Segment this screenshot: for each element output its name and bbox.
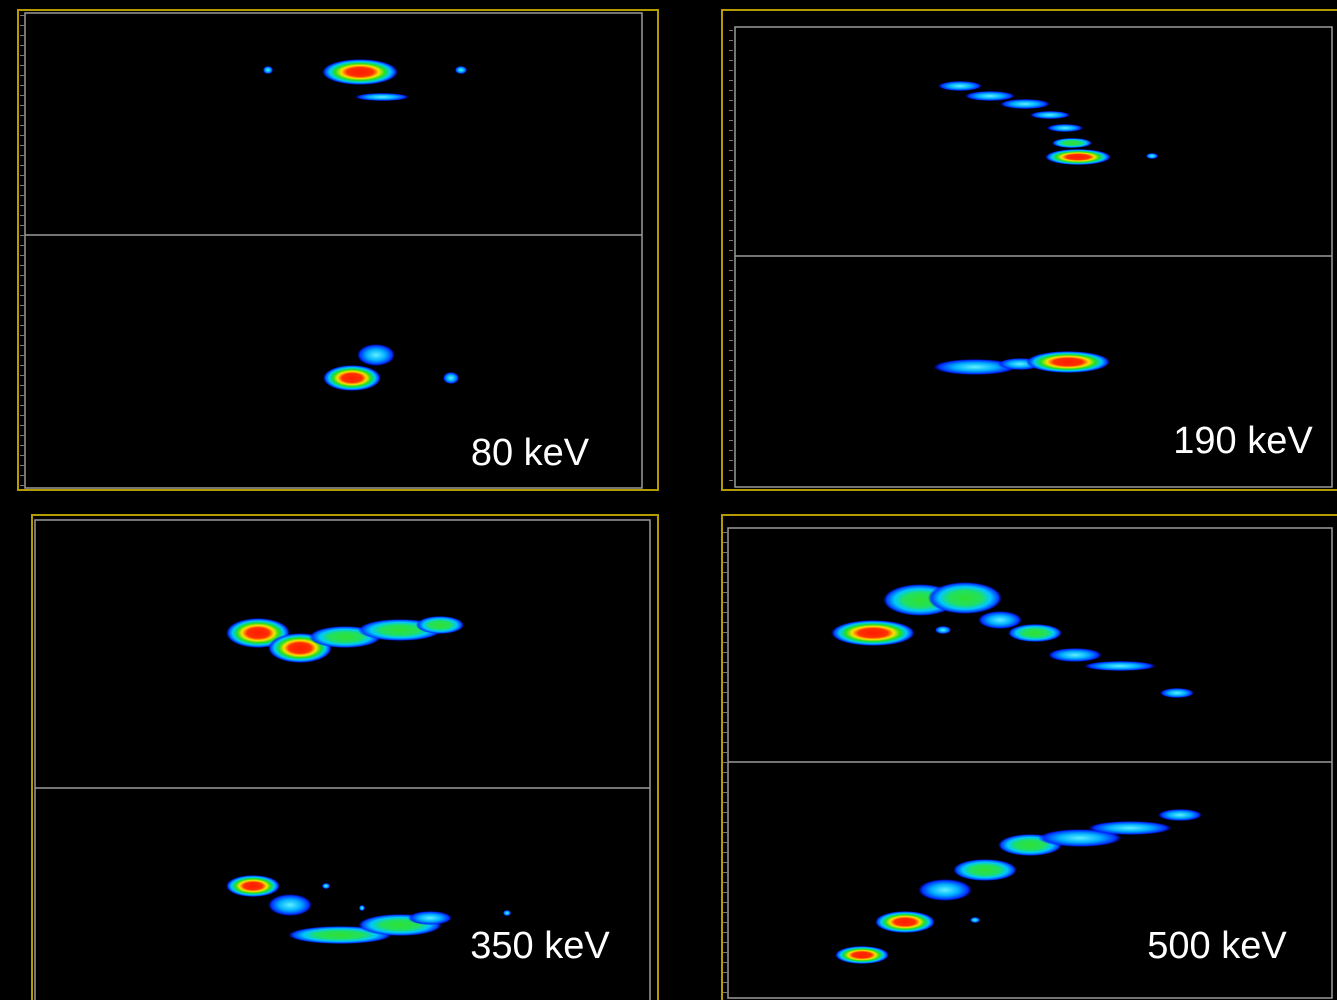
tracks (226, 59, 1202, 964)
track-blob (1160, 688, 1194, 698)
track-blob (357, 344, 395, 366)
track-blob (1008, 624, 1062, 642)
track-blob (455, 66, 467, 74)
track-blob (935, 626, 951, 634)
track-blob (1000, 99, 1050, 109)
track-blob (928, 582, 1002, 614)
track-blob (355, 93, 409, 101)
detector-frame (25, 13, 642, 488)
track-blob (918, 879, 972, 901)
track-blob (1045, 149, 1111, 165)
track-blob (322, 883, 330, 889)
track-blob (323, 365, 381, 391)
energy-label: 500 keV (1147, 925, 1287, 967)
event-display-grid: 80 keV 190 keV 350 keV 500 keV (0, 0, 1337, 1000)
track-blob (965, 91, 1015, 101)
track-blob (835, 946, 889, 964)
track-blob (1026, 351, 1110, 373)
track-blob (1158, 809, 1202, 821)
track-blob (359, 905, 365, 911)
energy-label: 350 keV (470, 925, 610, 967)
track-blob (1052, 138, 1092, 148)
track-blob (938, 81, 982, 91)
track-blob (1048, 648, 1102, 662)
track-blob (1047, 124, 1083, 132)
track-blob (322, 59, 398, 85)
track-blob (263, 66, 273, 74)
track-blob (978, 611, 1022, 629)
track-blob (875, 911, 935, 933)
track-blob (226, 875, 280, 897)
track-blob (831, 620, 915, 646)
panel: 500 keV (722, 515, 1337, 1000)
track-blob (503, 910, 511, 916)
track-blob (1088, 821, 1172, 835)
detector-frame (735, 27, 1332, 487)
energy-label: 190 keV (1173, 420, 1313, 462)
track-blob (953, 859, 1017, 881)
track-blob (443, 372, 459, 384)
track-blob (408, 911, 452, 925)
track-blob (1084, 661, 1156, 671)
energy-label: 80 keV (471, 432, 590, 474)
panel-frame (722, 10, 1337, 490)
track-blob (268, 894, 312, 916)
track-blob (1030, 111, 1070, 119)
track-blob (416, 616, 464, 634)
track-blob (1146, 153, 1158, 159)
panel: 190 keV (722, 10, 1337, 490)
track-blob (970, 917, 980, 923)
